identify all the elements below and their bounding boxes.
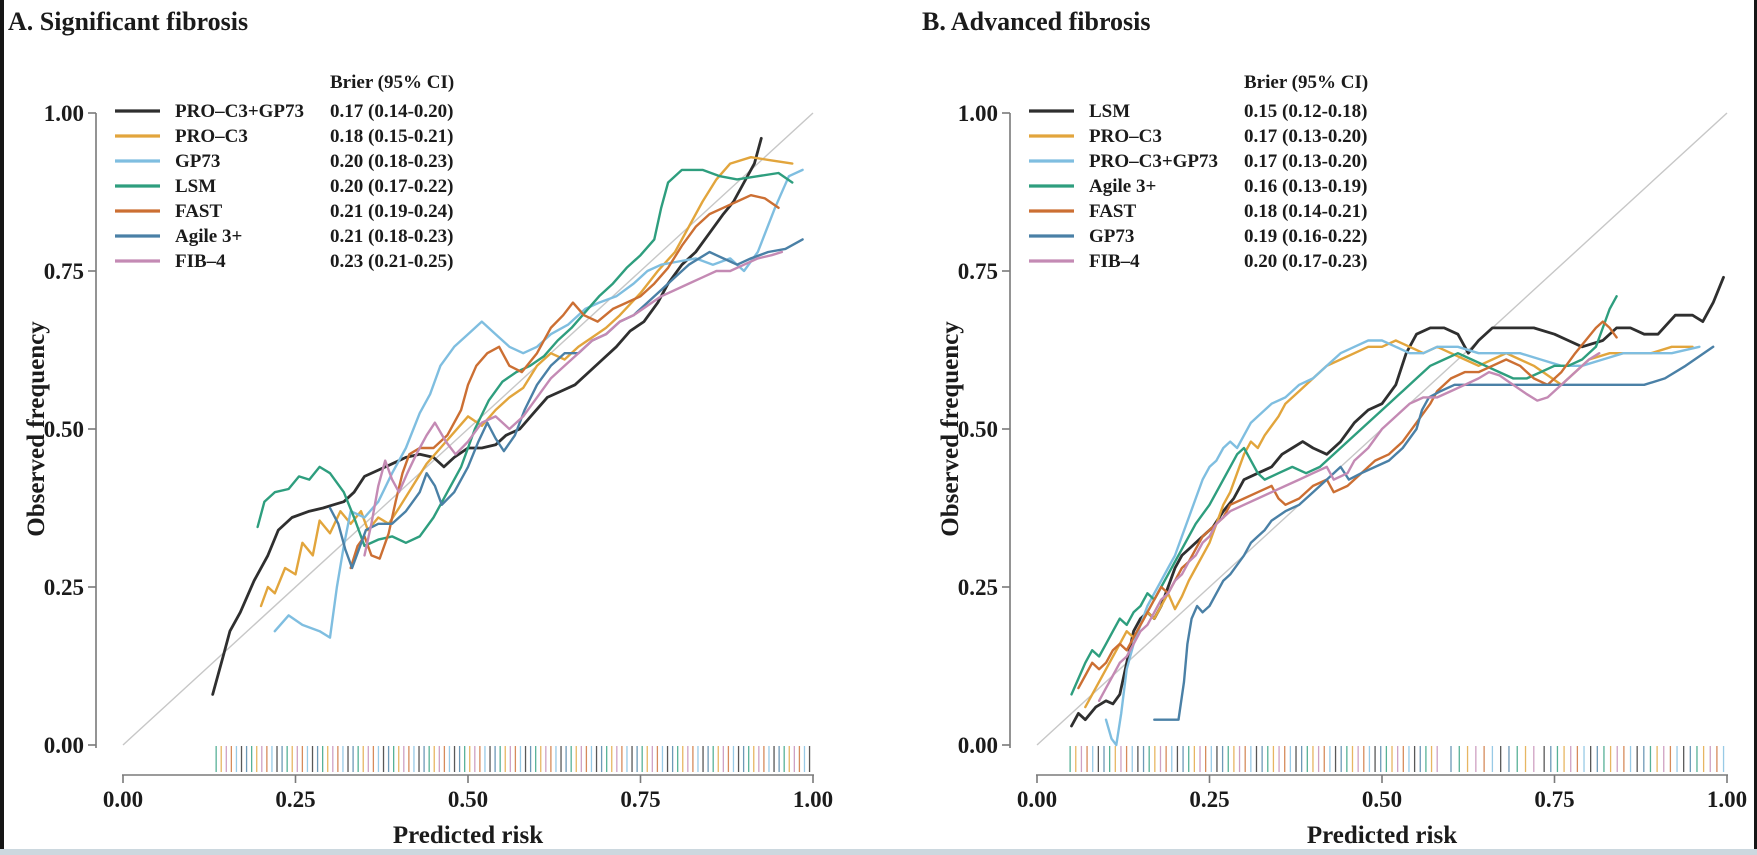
y-tick-label: 0.50 — [44, 417, 84, 442]
panel-a: A. Significant fibrosis 0.00 0.25 0.50 0.75 1… — [8, 7, 833, 849]
x-tick-label: 0.50 — [1362, 787, 1402, 812]
x-tick-label: 0.75 — [1534, 787, 1574, 812]
screen-edge-left — [0, 0, 4, 855]
series-line-pro-c3 — [1084, 339, 1694, 709]
legend-label: FAST — [1089, 201, 1136, 222]
y-tick-label: 0.00 — [44, 733, 84, 758]
legend-brier-value: 0.18 (0.14-0.21) — [1244, 201, 1367, 222]
y-tick-label: 0.75 — [44, 259, 84, 284]
x-tick-label: 0.25 — [1189, 787, 1229, 812]
legend-brier-value: 0.18 (0.15-0.21) — [330, 126, 453, 147]
series-line-pro-c3 — [259, 155, 794, 608]
legend-label: GP73 — [1089, 226, 1134, 247]
legend-brier-value: 0.20 (0.17-0.22) — [330, 176, 453, 197]
screen-edge-right — [1754, 0, 1757, 855]
y-tick-label: 1.00 — [44, 101, 84, 126]
legend-brier-value: 0.19 (0.16-0.22) — [1244, 226, 1367, 247]
x-axis-title: Predicted risk — [393, 822, 543, 849]
legend-label: FAST — [175, 201, 222, 222]
legend-label: LSM — [175, 176, 216, 197]
x-axis-title: Predicted risk — [1307, 822, 1457, 849]
legend-brier-value: 0.20 (0.18-0.23) — [330, 151, 453, 172]
legend-label: Agile 3+ — [1089, 176, 1156, 197]
legend-label: FIB–4 — [175, 251, 226, 272]
y-tick-label: 0.25 — [44, 575, 84, 600]
legend-header: Brier (95% CI) — [1244, 72, 1368, 93]
series-line-pro-c3+gp73 — [211, 136, 763, 696]
series-line-gp73 — [1153, 345, 1715, 721]
y-tick-label: 0.50 — [958, 417, 998, 442]
panel-title: B. Advanced fibrosis — [922, 7, 1151, 36]
series-line-lsm — [1070, 275, 1725, 728]
series-line-agile-3+ — [328, 238, 804, 570]
y-tick-label: 0.00 — [958, 733, 998, 758]
panel-title: A. Significant fibrosis — [8, 7, 248, 36]
legend-label: PRO–C3 — [1089, 126, 1162, 147]
y-tick-label: 0.75 — [958, 259, 998, 284]
series-line-fib-4 — [1097, 352, 1601, 702]
panel-b: B. Advanced fibrosis 0.00 0.25 0.50 0.75 1.00… — [922, 7, 1747, 849]
legend-brier-value: 0.21 (0.19-0.24) — [330, 201, 453, 222]
legend-label: FIB–4 — [1089, 251, 1140, 272]
legend-label: PRO–C3+GP73 — [1089, 151, 1218, 172]
series-line-lsm — [256, 168, 794, 548]
series-line-fib-4 — [363, 250, 784, 557]
legend-brier-value: 0.17 (0.13-0.20) — [1244, 151, 1367, 172]
legend-brier-value: 0.17 (0.14-0.20) — [330, 101, 453, 122]
legend-brier-value: 0.23 (0.21-0.25) — [330, 251, 453, 272]
x-tick-label: 0.00 — [1017, 787, 1057, 812]
legend-label: LSM — [1089, 101, 1130, 122]
reference-diagonal-line — [122, 112, 814, 746]
legend-brier-value: 0.21 (0.18-0.23) — [330, 226, 453, 247]
y-axis-title: Observed frequency — [23, 321, 50, 537]
x-tick-label: 0.25 — [275, 787, 315, 812]
series-line-fast — [349, 193, 780, 570]
screen-edge-bottom — [0, 849, 1757, 855]
x-tick-label: 0.00 — [103, 787, 143, 812]
y-tick-label: 0.25 — [958, 575, 998, 600]
series-line-pro-c3+gp73 — [1104, 339, 1701, 747]
legend-header: Brier (95% CI) — [330, 72, 454, 93]
y-axis-title: Observed frequency — [937, 321, 964, 537]
legend-label: GP73 — [175, 151, 220, 172]
legend-brier-value: 0.20 (0.17-0.23) — [1244, 251, 1367, 272]
x-tick-label: 0.75 — [620, 787, 660, 812]
series-line-fast — [1077, 320, 1618, 690]
legend-brier-value: 0.16 (0.13-0.19) — [1244, 176, 1367, 197]
x-tick-label: 1.00 — [1707, 787, 1747, 812]
x-tick-label: 0.50 — [448, 787, 488, 812]
legend-label: Agile 3+ — [175, 226, 242, 247]
series-line-gp73 — [273, 168, 804, 639]
legend-label: PRO–C3+GP73 — [175, 101, 304, 122]
series-line-agile-3+ — [1070, 295, 1618, 696]
legend-brier-value: 0.15 (0.12-0.18) — [1244, 101, 1367, 122]
y-tick-label: 1.00 — [958, 101, 998, 126]
legend-label: PRO–C3 — [175, 126, 248, 147]
legend-brier-value: 0.17 (0.13-0.20) — [1244, 126, 1367, 147]
x-tick-label: 1.00 — [793, 787, 833, 812]
